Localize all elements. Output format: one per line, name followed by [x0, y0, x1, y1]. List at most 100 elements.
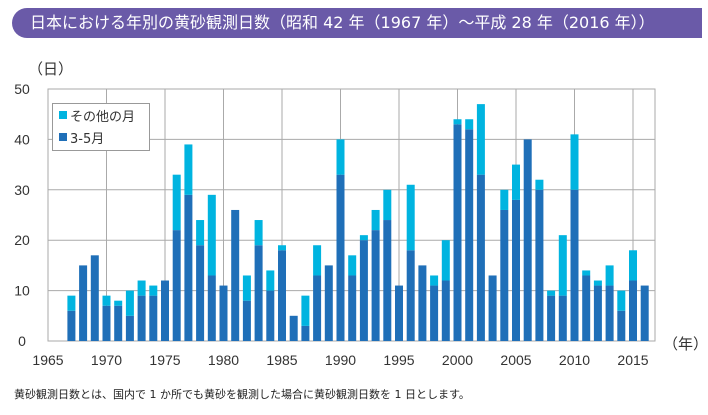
bar-spring-1980: [219, 285, 228, 341]
bar-spring-1976: [172, 230, 181, 341]
bar-spring-2011: [582, 275, 591, 341]
bar-spring-1978: [196, 245, 205, 341]
bar-other-1973: [137, 280, 146, 296]
bar-spring-1967: [67, 310, 76, 341]
bar-spring-2009: [558, 295, 567, 341]
x-tick-label: 1970: [91, 352, 122, 368]
bar-spring-2007: [535, 189, 544, 341]
bar-chart: 0 10 20 30 40 50 1965 1970 1975 1980 1985 1990 1995 2…: [14, 81, 656, 368]
bar-other-1990: [336, 139, 345, 175]
bar-other-2010: [570, 134, 579, 190]
bar-other-1999: [441, 240, 450, 281]
bar-other-1967: [67, 295, 76, 311]
bar-spring-1995: [395, 285, 403, 341]
bar-other-1984: [266, 270, 275, 291]
bar-spring-2010: [570, 189, 579, 341]
bar-spring-1977: [184, 194, 193, 341]
bar-other-2004: [500, 189, 509, 210]
bar-spring-1975: [161, 280, 169, 341]
bar-spring-1971: [114, 305, 123, 341]
bar-other-2009: [558, 235, 567, 296]
bar-other-2000: [453, 119, 462, 125]
bar-other-1988: [313, 245, 322, 276]
bar-spring-2008: [547, 295, 556, 341]
bar-other-2014: [617, 290, 626, 311]
bar-spring-1970: [102, 305, 111, 341]
bar-other-2002: [476, 104, 485, 175]
bar-spring-1979: [207, 275, 216, 341]
x-tick-label: 1990: [325, 352, 356, 368]
x-tick-label: 1965: [32, 352, 63, 368]
chart-title: 日本における年別の黄砂観測日数（昭和 42 年（1967 年）～平成 28 年（…: [12, 8, 702, 38]
bar-spring-1986: [289, 315, 298, 341]
bar-other-1971: [114, 300, 123, 306]
bar-other-2011: [582, 270, 591, 276]
legend-swatch-other: [59, 111, 67, 119]
x-tick-label: 1985: [266, 352, 297, 368]
bar-spring-1982: [242, 300, 251, 341]
x-axis-unit: （年）: [663, 335, 708, 353]
bar-other-1994: [383, 189, 392, 221]
bar-spring-1983: [254, 245, 263, 341]
bar-other-2012: [593, 280, 602, 286]
bar-spring-1994: [383, 220, 392, 341]
x-tick-label: 2005: [500, 352, 531, 368]
bar-other-1993: [371, 209, 380, 231]
bar-spring-2013: [605, 285, 614, 341]
y-tick-label: 20: [14, 232, 30, 248]
bar-spring-1992: [359, 240, 368, 341]
bar-other-1996: [406, 184, 415, 251]
bar-other-1976: [172, 174, 181, 231]
x-tick-label: 2000: [442, 352, 473, 368]
bar-other-2013: [605, 265, 614, 286]
y-tick-label: 40: [14, 131, 30, 147]
bar-spring-2003: [488, 275, 497, 341]
bar-other-1979: [207, 194, 216, 276]
bar-spring-2016: [640, 285, 649, 341]
x-tick-label: 1995: [383, 352, 414, 368]
bar-spring-1991: [348, 275, 357, 341]
bar-other-1991: [348, 255, 357, 276]
x-tick-label: 2010: [559, 352, 590, 368]
bar-spring-1998: [430, 285, 439, 341]
bar-other-2007: [535, 179, 544, 190]
bar-spring-1989: [324, 265, 333, 341]
bar-spring-2015: [629, 280, 637, 341]
bar-spring-2004: [500, 209, 509, 341]
x-tick-label: 1980: [208, 352, 239, 368]
bar-spring-1999: [441, 280, 450, 341]
bar-other-2001: [465, 119, 474, 130]
bar-spring-1996: [406, 250, 415, 341]
bar-spring-1987: [301, 325, 310, 341]
bar-spring-1990: [336, 174, 345, 341]
x-tick-label: 2015: [617, 352, 648, 368]
bar-other-1983: [254, 220, 263, 246]
bar-spring-1974: [149, 295, 158, 341]
bar-other-1985: [278, 245, 286, 251]
bar-other-1970: [102, 295, 111, 306]
bar-other-1974: [149, 285, 158, 296]
bar-spring-2005: [512, 199, 520, 341]
bar-other-2015: [629, 250, 637, 281]
bar-other-2005: [512, 164, 520, 200]
bar-spring-2014: [617, 310, 626, 341]
legend-item-spring: 3-5月: [53, 126, 149, 148]
bar-spring-1993: [371, 230, 380, 341]
bar-spring-1985: [278, 250, 286, 341]
bar-other-1978: [196, 220, 205, 246]
bar-spring-1997: [418, 265, 427, 341]
bar-spring-1984: [266, 290, 275, 341]
bar-spring-1972: [125, 315, 134, 341]
bar-other-1992: [359, 235, 368, 241]
bar-spring-1988: [313, 275, 322, 341]
bar-spring-1969: [90, 255, 99, 341]
legend-swatch-spring: [59, 133, 67, 141]
y-tick-label: 50: [14, 81, 30, 97]
bar-spring-2000: [453, 124, 462, 341]
bar-spring-2002: [476, 174, 485, 341]
bar-spring-2012: [593, 285, 602, 341]
bar-spring-1973: [137, 295, 146, 341]
bar-other-1987: [301, 295, 310, 326]
y-tick-label: 0: [18, 333, 26, 349]
bar-other-1998: [430, 275, 439, 286]
